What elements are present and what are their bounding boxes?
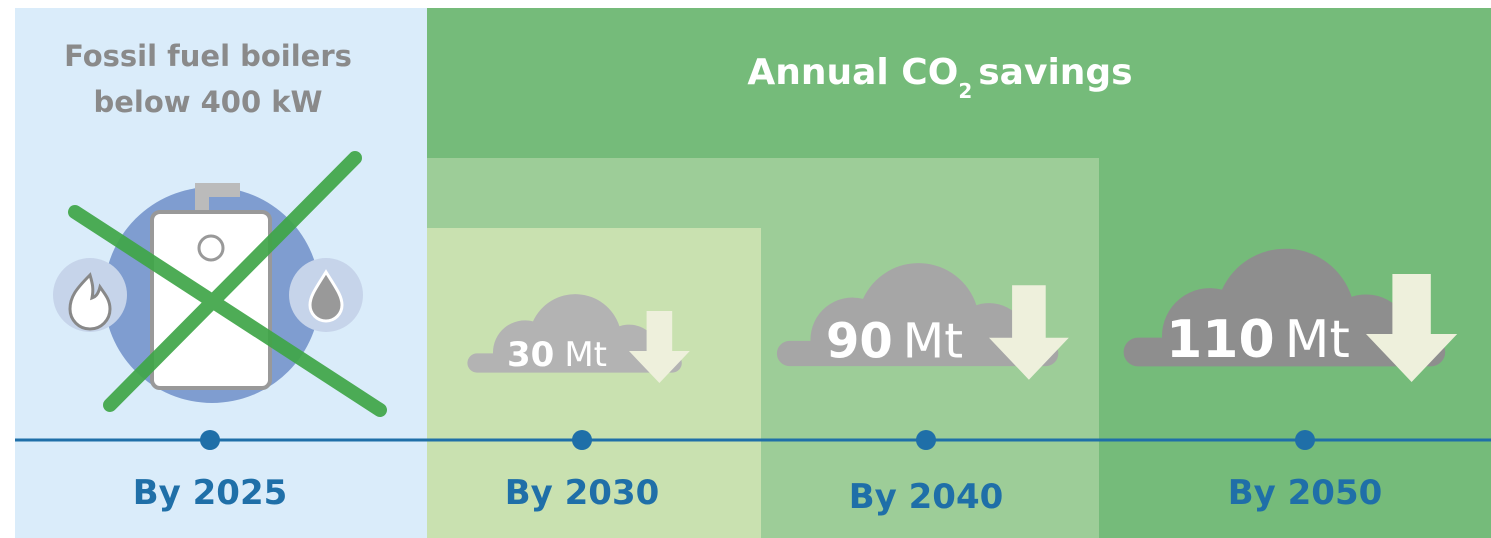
- saving-value: 110: [1166, 310, 1275, 370]
- timeline-dot: [1295, 430, 1315, 450]
- left-title: Fossil fuel boilers: [64, 39, 352, 73]
- milestone-label: By 2025: [133, 473, 288, 513]
- panel-2030: [427, 228, 761, 538]
- cloud-shape: [467, 294, 682, 373]
- down-arrow: [628, 311, 690, 383]
- cloud: [1123, 248, 1446, 367]
- cloud-shape: [776, 263, 1059, 367]
- timeline-dot: [916, 430, 936, 450]
- down-arrow: [988, 285, 1069, 380]
- cloud: [776, 263, 1059, 367]
- milestone-label: By 2030: [505, 473, 660, 513]
- saving-text: 110 Mt: [1166, 310, 1350, 370]
- timeline-dot: [200, 430, 220, 450]
- saving-text: 30 Mt: [507, 335, 607, 375]
- cloud: [467, 294, 682, 373]
- saving-value: 30: [507, 335, 554, 375]
- saving-unit: Mt: [1285, 310, 1350, 370]
- down-arrow: [1366, 274, 1458, 382]
- milestone-label: By 2050: [1228, 473, 1383, 513]
- saving-text: 90 Mt: [826, 314, 963, 370]
- saving-value: 90: [826, 314, 893, 370]
- left-title: below 400 kW: [93, 85, 322, 119]
- header-title: Annual CO2 savings: [747, 52, 1132, 103]
- timeline-dot: [572, 430, 592, 450]
- boiler-icon: [53, 151, 387, 417]
- cloud-shape: [1123, 248, 1446, 367]
- milestone-label: By 2040: [849, 477, 1004, 517]
- saving-unit: Mt: [903, 314, 963, 370]
- saving-unit: Mt: [564, 335, 607, 375]
